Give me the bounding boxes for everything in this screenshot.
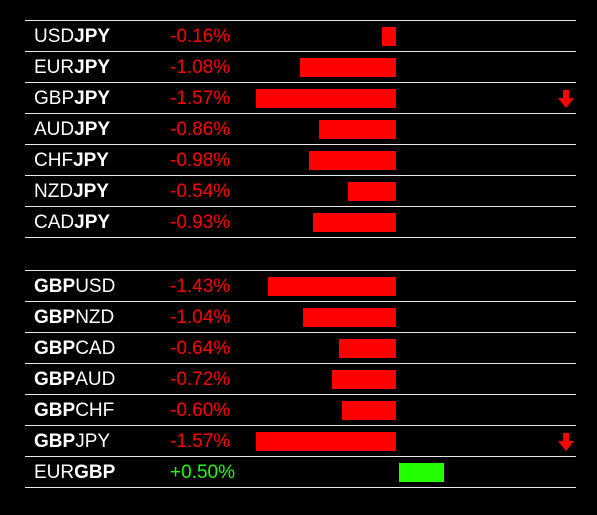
change-bar [313,213,396,232]
pair-row-gbpusd[interactable]: GBPUSD -1.43% [25,270,576,301]
pair-row-gbpchf[interactable]: GBPCHF -0.60% [25,394,576,425]
change-bar [399,463,444,482]
pair-row-usdjpy[interactable]: USDJPY -0.16% [25,20,576,51]
change-percent: +0.50% [170,462,235,483]
change-bar [256,89,396,108]
quote-currency: JPY [74,88,111,109]
jpy-pairs-panel: USDJPY -0.16% EURJPY -1.08% GBPJPY -1.57% AUDJ… [25,20,576,238]
quote-currency: JPY [74,57,111,78]
base-currency: EUR [34,57,75,78]
pair-row-eurjpy[interactable]: EURJPY -1.08% [25,51,576,82]
pair-symbol: GBPJPY [34,431,110,453]
pair-row-nzdjpy[interactable]: NZDJPY -0.54% [25,175,576,206]
pair-symbol: CHFJPY [34,150,109,172]
change-bar [303,308,396,327]
change-bar [308,151,396,170]
base-currency: GBP [34,88,75,109]
base-currency: USD [34,26,75,47]
base-currency: GBP [34,400,76,421]
quote-currency: CAD [75,338,116,359]
change-percent: -1.57% [170,431,231,452]
base-currency: GBP [34,369,76,390]
change-percent: -0.98% [170,150,231,171]
pair-row-cadjpy[interactable]: CADJPY -0.93% [25,206,576,238]
pair-symbol: GBPAUD [34,369,115,391]
quote-currency: JPY [74,212,111,233]
change-bar [342,401,396,420]
quote-currency: JPY [73,181,109,202]
change-bar [319,120,396,139]
change-percent: -0.72% [170,369,231,390]
change-percent: -0.54% [170,181,231,202]
pair-row-chfjpy[interactable]: CHFJPY -0.98% [25,144,576,175]
pair-row-gbpnzd[interactable]: GBPNZD -1.04% [25,301,576,332]
pair-symbol: GBPNZD [34,307,114,329]
base-currency: GBP [34,276,76,297]
pair-row-gbpjpy[interactable]: GBPJPY -1.57% [25,82,576,113]
pair-symbol: GBPCHF [34,400,114,422]
pair-symbol: EURJPY [34,57,110,79]
change-bar [381,27,396,46]
quote-currency: JPY [74,119,111,140]
change-percent: -0.64% [170,338,231,359]
pair-row-audjpy[interactable]: AUDJPY -0.86% [25,113,576,144]
quote-currency: USD [75,276,116,297]
change-bar [338,339,396,358]
change-percent: -0.93% [170,212,231,233]
change-bar [299,58,396,77]
pair-symbol: EURGBP [34,462,115,484]
quote-currency: JPY [73,150,109,171]
pair-row-eurgbp[interactable]: EURGBP +0.50% [25,456,576,488]
change-percent: -0.60% [170,400,231,421]
change-bar [331,370,396,389]
gbp-pairs-panel: GBPUSD -1.43% GBPNZD -1.04% GBPCAD -0.64% GBPA… [25,270,576,488]
quote-currency: NZD [75,307,115,328]
change-percent: -1.04% [170,307,231,328]
pair-symbol: GBPUSD [34,276,115,298]
change-percent: -0.16% [170,26,231,47]
pair-symbol: GBPCAD [34,338,115,360]
pair-symbol: AUDJPY [34,119,110,141]
base-currency: EUR [34,462,75,483]
base-currency: GBP [34,338,76,359]
base-currency: CHF [34,150,74,171]
change-percent: -1.43% [170,276,231,297]
change-bar [268,277,396,296]
base-currency: CAD [34,212,75,233]
pair-symbol: USDJPY [34,26,110,48]
pair-symbol: NZDJPY [34,181,109,203]
change-bar [347,182,396,201]
quote-currency: JPY [75,431,111,452]
quote-currency: CHF [75,400,115,421]
pair-symbol: CADJPY [34,212,110,234]
down-arrow-icon [558,433,574,451]
base-currency: AUD [34,119,75,140]
quote-currency: JPY [74,26,111,47]
down-arrow-icon [558,90,574,108]
change-bar [256,432,396,451]
pair-row-gbpjpy[interactable]: GBPJPY -1.57% [25,425,576,456]
base-currency: GBP [34,431,76,452]
change-percent: -1.57% [170,88,231,109]
base-currency: GBP [34,307,76,328]
pair-row-gbpcad[interactable]: GBPCAD -0.64% [25,332,576,363]
quote-currency: GBP [74,462,116,483]
base-currency: NZD [34,181,74,202]
change-percent: -0.86% [170,119,231,140]
pair-row-gbpaud[interactable]: GBPAUD -0.72% [25,363,576,394]
quote-currency: AUD [75,369,116,390]
change-percent: -1.08% [170,57,231,78]
pair-symbol: GBPJPY [34,88,110,110]
